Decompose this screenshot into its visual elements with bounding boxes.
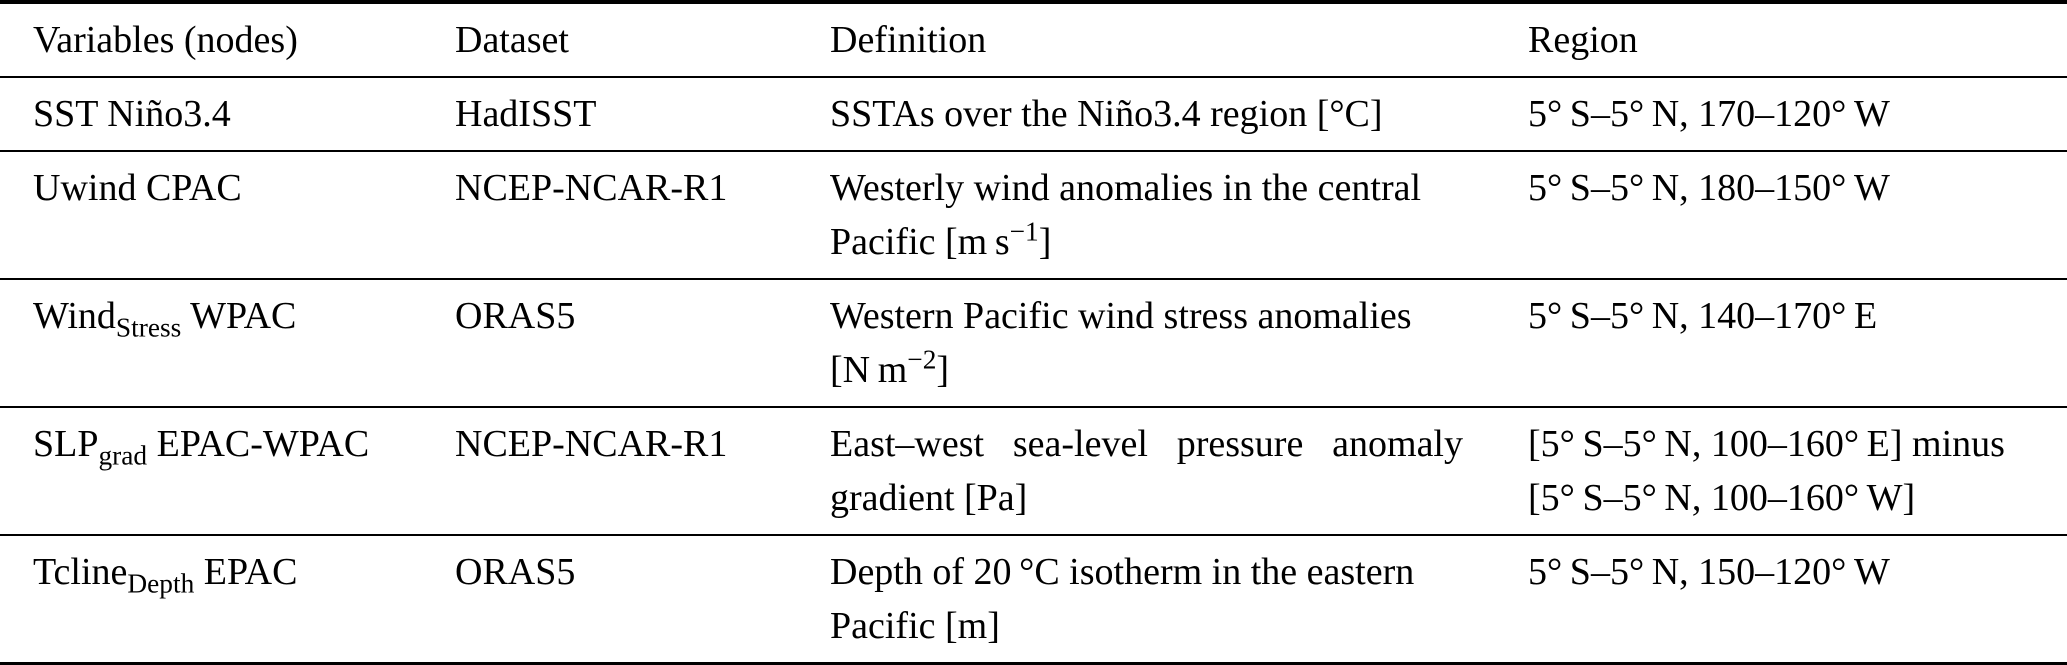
definition-line1: Western Pacific wind stress anomalies (830, 295, 1412, 337)
column-header-variables: Variables (nodes) (33, 19, 298, 61)
cell-definition: SSTAs over the Niño3.4 region [°C] (830, 77, 1528, 151)
variable-subscript: grad (98, 440, 148, 471)
cell-dataset: ORAS5 (455, 279, 830, 407)
region-line1: 5° S–5° N, 180–150° W (1528, 167, 1890, 209)
variable-rest: WPAC (181, 295, 297, 337)
dataset-text: NCEP-NCAR-R1 (455, 423, 728, 465)
dataset-text: HadISST (455, 93, 597, 135)
definition-line2-text: [N m (830, 349, 908, 391)
variable-rest: EPAC-WPAC (147, 423, 370, 465)
cell-dataset: NCEP-NCAR-R1 (455, 407, 830, 535)
table-row: Uwind CPAC NCEP-NCAR-R1 Westerly wind an… (0, 151, 2067, 279)
table-row: SLPgrad EPAC-WPAC NCEP-NCAR-R1 East–west… (0, 407, 2067, 535)
variable-text: WindStress WPAC (33, 289, 455, 343)
definition-line1: East–west sea-level pressure anomaly (830, 423, 1463, 465)
variable-subscript: Stress (115, 312, 182, 343)
column-header-definition: Definition (830, 19, 987, 61)
dataset-text: ORAS5 (455, 551, 576, 593)
column-header-region: Region (1528, 19, 1638, 61)
variable-text: SLPgrad EPAC-WPAC (33, 417, 455, 471)
definition-line2: [N m−2] (830, 343, 1463, 397)
cell-dataset: ORAS5 (455, 535, 830, 664)
variable-text: TclineDepth EPAC (33, 545, 455, 599)
cell-region: 5° S–5° N, 180–150° W (1528, 151, 2067, 279)
variable-base: Wind (33, 295, 116, 337)
region-line1: 5° S–5° N, 140–170° E (1528, 295, 1878, 337)
variable-base: SST Niño3.4 (33, 93, 231, 135)
variable-base: SLP (33, 423, 99, 465)
region-line1: 5° S–5° N, 150–120° W (1528, 551, 1890, 593)
definition-line2-close: ] (1038, 221, 1052, 263)
variable-text: SST Niño3.4 (33, 87, 455, 141)
definition-superscript: −2 (907, 344, 937, 375)
cell-region: 5° S–5° N, 170–120° W (1528, 77, 2067, 151)
cell-region: 5° S–5° N, 150–120° W (1528, 535, 2067, 664)
definition-superscript: −1 (1009, 216, 1039, 247)
definition-line1: Depth of 20 °C isotherm in the eastern (830, 551, 1415, 593)
cell-definition: Western Pacific wind stress anomalies [N… (830, 279, 1528, 407)
cell-region: 5° S–5° N, 140–170° E (1528, 279, 2067, 407)
table-row: TclineDepth EPAC ORAS5 Depth of 20 °C is… (0, 535, 2067, 664)
cell-dataset: HadISST (455, 77, 830, 151)
cell-definition: Depth of 20 °C isotherm in the eastern P… (830, 535, 1528, 664)
table-row: SST Niño3.4 HadISST SSTAs over the Niño3… (0, 77, 2067, 151)
variable-rest: EPAC (194, 551, 298, 593)
cell-variable: SST Niño3.4 (0, 77, 455, 151)
region-line1: 5° S–5° N, 170–120° W (1528, 93, 1890, 135)
region-line1: [5° S–5° N, 100–160° E] minus (1528, 423, 2005, 465)
definition-line2-text: Pacific [m s (830, 221, 1010, 263)
definition-line2-text: Pacific [m] (830, 605, 1000, 647)
cell-dataset: NCEP-NCAR-R1 (455, 151, 830, 279)
variable-base: Tcline (33, 551, 128, 593)
variable-text: Uwind CPAC (33, 161, 455, 215)
cell-definition: East–west sea-level pressure anomaly gra… (830, 407, 1528, 535)
definition-line2: Pacific [m] (830, 599, 1463, 653)
cell-region: [5° S–5° N, 100–160° E] minus [5° S–5° N… (1528, 407, 2067, 535)
definition-line1: Westerly wind anomalies in the central (830, 167, 1422, 209)
table-row: WindStress WPAC ORAS5 Western Pacific wi… (0, 279, 2067, 407)
cell-variable: SLPgrad EPAC-WPAC (0, 407, 455, 535)
table-header-row: Variables (nodes) Dataset Definition Reg… (0, 2, 2067, 77)
definition-line2: gradient [Pa] (830, 471, 1463, 525)
definition-line1: SSTAs over the Niño3.4 region [°C] (830, 93, 1383, 135)
definition-line2-text: gradient [Pa] (830, 477, 1028, 519)
cell-definition: Westerly wind anomalies in the central P… (830, 151, 1528, 279)
dataset-text: ORAS5 (455, 295, 576, 337)
region-line2: [5° S–5° N, 100–160° W] (1528, 477, 1916, 519)
definition-line2: Pacific [m s−1] (830, 215, 1463, 269)
cell-variable: TclineDepth EPAC (0, 535, 455, 664)
cell-variable: WindStress WPAC (0, 279, 455, 407)
variable-subscript: Depth (127, 568, 195, 599)
variable-base: Uwind CPAC (33, 167, 242, 209)
column-header-dataset: Dataset (455, 19, 569, 61)
definition-line2-close: ] (936, 349, 950, 391)
cell-variable: Uwind CPAC (0, 151, 455, 279)
dataset-text: NCEP-NCAR-R1 (455, 167, 728, 209)
